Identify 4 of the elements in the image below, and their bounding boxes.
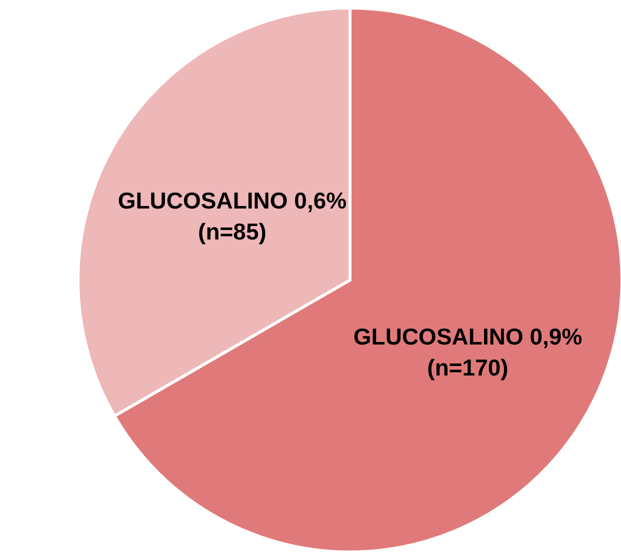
slice-label: GLUCOSALINO 0,6% — [118, 188, 347, 214]
slice-label: GLUCOSALINO 0,9% — [353, 324, 582, 350]
data-label: (n=170) — [427, 354, 508, 381]
data-label: (n=85) — [198, 218, 266, 245]
